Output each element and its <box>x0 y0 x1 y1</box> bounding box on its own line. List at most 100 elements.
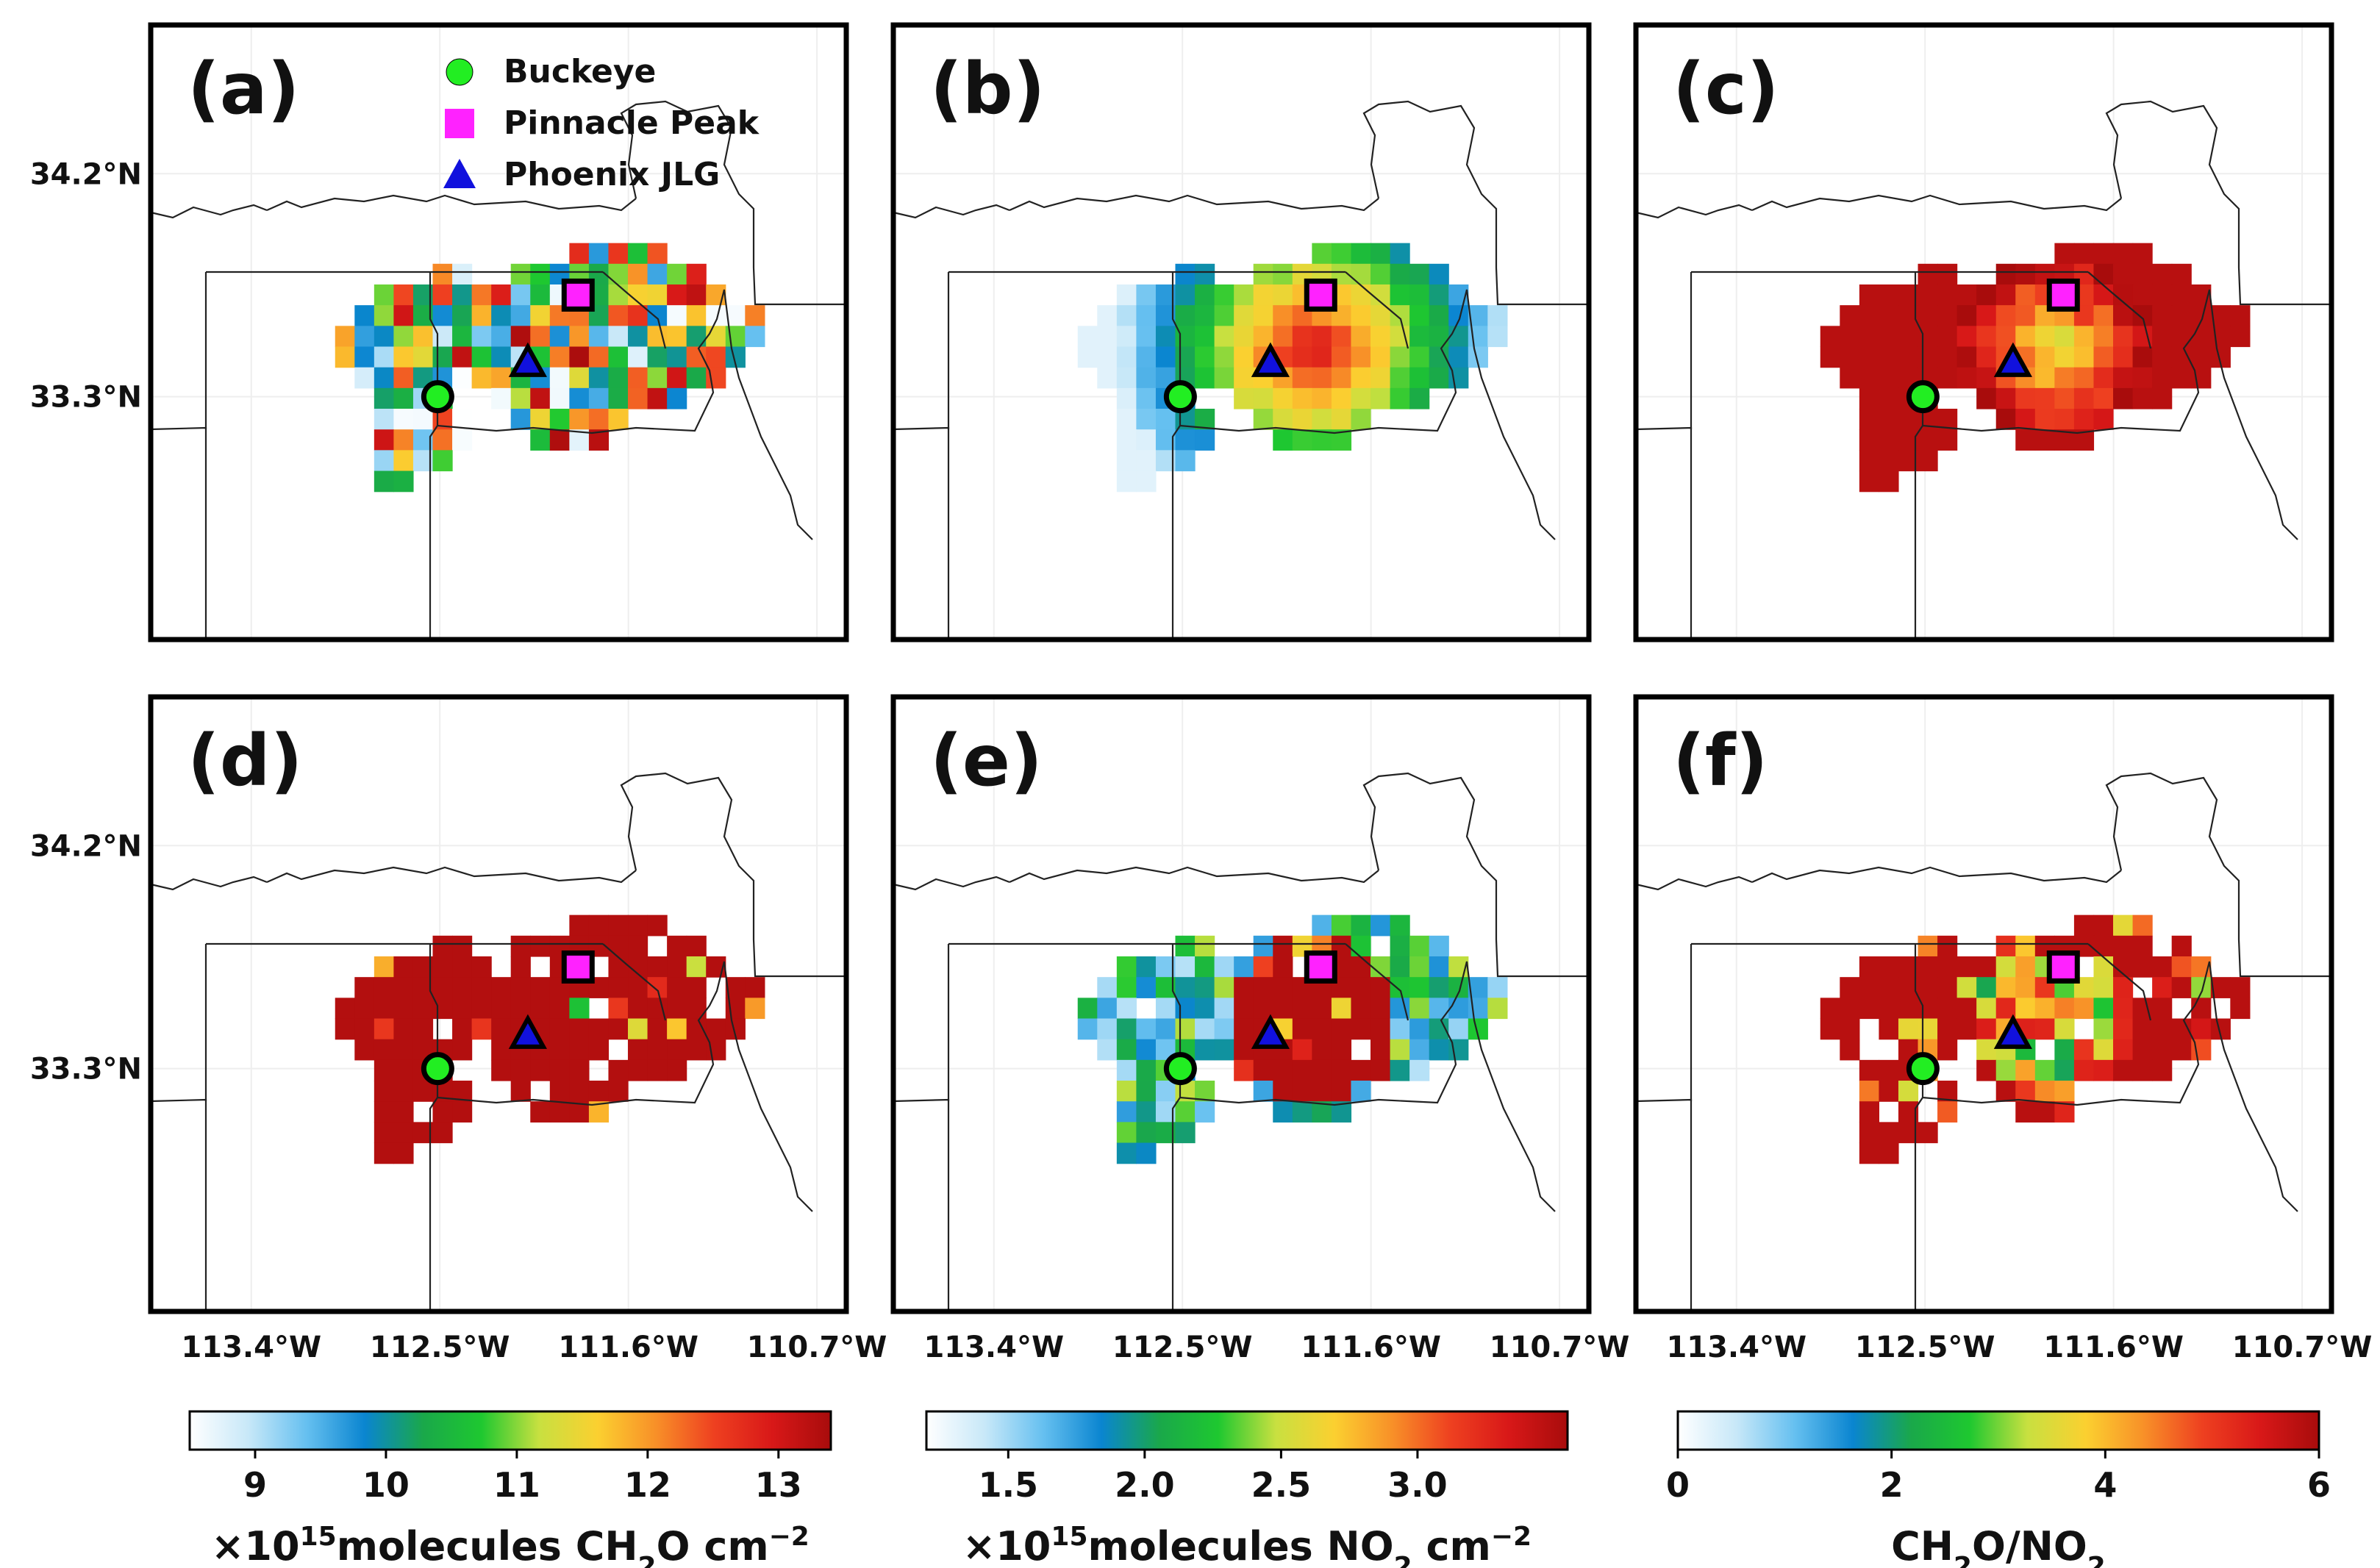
heatmap-cell <box>1234 1059 1254 1081</box>
heatmap-cell <box>2054 1081 2075 1102</box>
heatmap-cell <box>628 305 648 326</box>
legend-marker-square <box>445 109 474 138</box>
heatmap-cell <box>2093 409 2114 430</box>
heatmap-cell <box>1292 346 1312 368</box>
heatmap-cell <box>432 1122 453 1144</box>
heatmap-cell <box>412 346 434 368</box>
heatmap-cell <box>2054 387 2075 409</box>
heatmap-cell <box>1937 367 1958 389</box>
heatmap-cell <box>588 1039 610 1061</box>
heatmap-cell <box>1918 450 1938 472</box>
heatmap-cell <box>2073 1059 2095 1081</box>
heatmap-cell <box>1234 305 1254 326</box>
heatmap-cell <box>628 1059 648 1081</box>
heatmap-cell <box>335 326 355 348</box>
heatmap-cell <box>452 429 473 451</box>
heatmap-cell <box>1956 305 1977 326</box>
heatmap-cell <box>1253 977 1273 998</box>
heatmap-cell <box>1331 346 1352 368</box>
heatmap-cell <box>1840 326 1860 348</box>
heatmap-cell <box>1312 326 1332 348</box>
heatmap-cell <box>1136 387 1157 409</box>
heatmap-cell <box>2113 326 2134 348</box>
heatmap-cell <box>1273 1081 1293 1102</box>
heatmap-cell <box>452 1018 473 1040</box>
heatmap-cell <box>1234 1018 1254 1040</box>
heatmap-cell <box>1116 1039 1137 1061</box>
heatmap-cell <box>1273 429 1293 451</box>
heatmap-cell <box>393 305 414 326</box>
site-marker-phoenix-jlg <box>508 342 547 377</box>
panel-label: (d) <box>187 720 302 802</box>
heatmap-cell <box>1312 914 1332 937</box>
heatmap-cell <box>1351 1081 1371 1102</box>
heatmap-cell <box>1292 409 1312 430</box>
heatmap-cell <box>2171 263 2192 285</box>
heatmap-cell <box>1429 263 1449 285</box>
heatmap-cell <box>1175 1122 1196 1144</box>
heatmap-cell <box>686 935 707 957</box>
heatmap-cell <box>1390 935 1410 957</box>
heatmap-cell <box>608 998 629 1020</box>
heatmap-cell <box>2230 305 2251 326</box>
heatmap-cell <box>1273 284 1293 306</box>
heatmap-cell <box>432 263 453 285</box>
county-boundary <box>893 204 1010 219</box>
heatmap-cell <box>2093 977 2114 998</box>
heatmap-cell <box>1840 305 1860 326</box>
heatmap-cell <box>1409 326 1430 348</box>
heatmap-cell <box>1840 977 1860 998</box>
heatmap-cell <box>374 429 395 451</box>
heatmap-cell <box>393 450 414 472</box>
heatmap-cell <box>1097 977 1118 998</box>
heatmap-cell <box>569 1039 590 1061</box>
heatmap-cell <box>569 409 590 430</box>
panel-e-frame <box>890 694 1592 1314</box>
heatmap-cell <box>1331 914 1352 937</box>
heatmap-cell <box>1116 1081 1137 1102</box>
heatmap-cell <box>452 284 473 306</box>
heatmap-cell <box>647 284 668 306</box>
heatmap-cell <box>2132 1018 2153 1040</box>
heatmap-cell <box>1976 1039 1997 1061</box>
heatmap-cell <box>588 1081 610 1102</box>
heatmap-cell <box>1879 956 1899 978</box>
heatmap-cell <box>452 305 473 326</box>
heatmap-cell <box>745 305 765 326</box>
heatmap-cell <box>608 1081 629 1102</box>
heatmap-cell <box>530 305 551 326</box>
heatmap-cell <box>354 1018 375 1040</box>
heatmap-cell <box>1136 1039 1157 1061</box>
heatmap-cell <box>1918 429 1938 451</box>
colorbar-label: ×1015molecules CH2O cm−2 <box>211 1522 810 1568</box>
heatmap-cell <box>1956 326 1977 348</box>
heatmap-cell <box>1195 1101 1215 1123</box>
heatmap-cell <box>1995 284 2016 306</box>
heatmap-cell <box>1351 263 1371 285</box>
heatmap-cell <box>1937 956 1958 978</box>
heatmap-cell <box>1331 998 1352 1020</box>
heatmap-cell <box>1859 346 1880 368</box>
heatmap-cell <box>1175 450 1196 472</box>
heatmap-cell <box>1097 998 1118 1020</box>
heatmap-cell <box>1937 409 1958 430</box>
heatmap-cell <box>1116 326 1137 348</box>
heatmap-cell <box>1331 367 1352 389</box>
heatmap-cell <box>1312 387 1332 409</box>
heatmap-cell <box>510 977 531 998</box>
colorbar-tick-label: 0 <box>1666 1465 1690 1505</box>
heatmap-cell <box>1976 387 1997 409</box>
heatmap-cell <box>647 977 668 998</box>
heatmap-cell <box>1116 1059 1137 1081</box>
heatmap-cell <box>1390 1059 1410 1081</box>
heatmap-cell <box>686 305 707 326</box>
heatmap-cell <box>686 367 707 389</box>
heatmap-cell <box>628 1018 648 1040</box>
county-boundary <box>1635 876 1753 891</box>
county-boundary <box>1751 866 2122 884</box>
heatmap-cell <box>2054 1018 2075 1040</box>
heatmap-cell <box>530 326 551 348</box>
panel-label: (b) <box>930 48 1045 130</box>
heatmap-cell <box>686 263 707 285</box>
colorbar-tick-label: 11 <box>493 1465 540 1505</box>
